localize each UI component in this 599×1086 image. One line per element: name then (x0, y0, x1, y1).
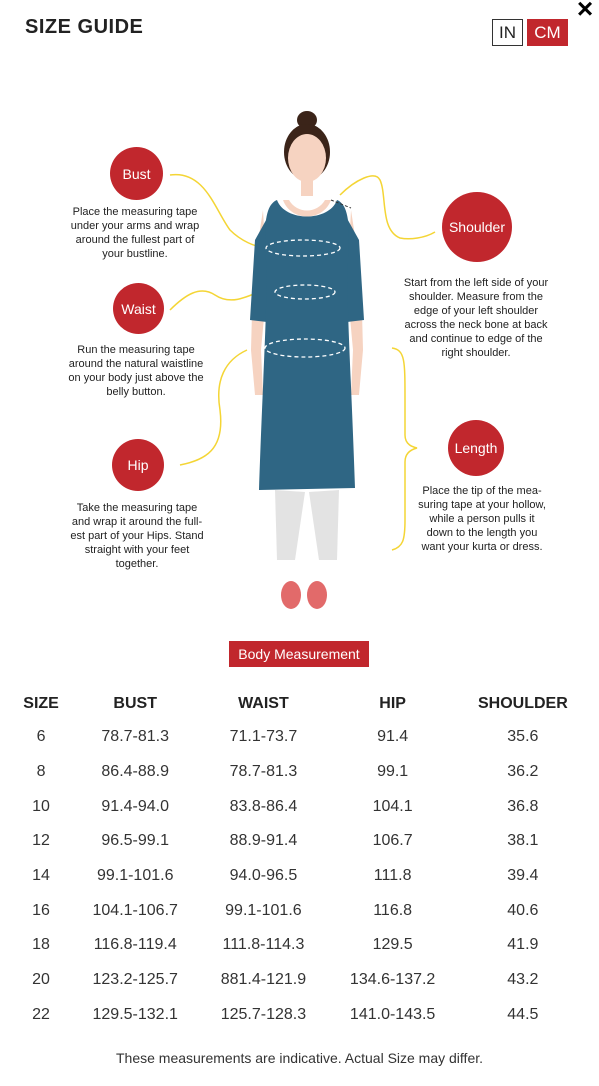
cell-hip: 116.8 (373, 901, 413, 919)
unit-cm-button[interactable]: CM (527, 19, 568, 46)
hip-badge: Hip (112, 439, 164, 491)
cell-bust: 78.7-81.3 (101, 728, 170, 746)
shoulder-description: Start from the left side of your shoulde… (403, 277, 549, 359)
cell-shoulder: 39.4 (507, 867, 539, 885)
table-row: 14 99.1-101.6 94.0-96.5 111.8 39.4 (0, 859, 599, 894)
measurement-illustration: Bust Place the measuring tape under your… (55, 100, 555, 610)
cell-size: 8 (36, 763, 46, 781)
page-title: SIZE GUIDE (25, 16, 144, 38)
cell-shoulder: 36.8 (507, 797, 539, 815)
cell-shoulder: 43.2 (507, 971, 539, 989)
cell-bust: 104.1-106.7 (92, 901, 178, 919)
length-guide-bracket (391, 347, 418, 551)
cell-hip: 111.8 (373, 867, 412, 885)
cell-bust: 123.2-125.7 (92, 971, 178, 989)
cell-waist: 94.0-96.5 (229, 867, 298, 885)
cell-waist: 71.1-73.7 (229, 728, 298, 746)
cell-size: 14 (32, 867, 50, 885)
hip-description: Take the measuring tape and wrap it arou… (70, 502, 204, 570)
cell-hip: 106.7 (372, 832, 413, 850)
cell-bust: 116.8-119.4 (93, 936, 177, 954)
cell-waist: 111.8-114.3 (222, 936, 305, 954)
cell-shoulder: 38.1 (507, 832, 539, 850)
cell-waist: 83.8-86.4 (229, 797, 298, 815)
header-waist: WAIST (238, 695, 289, 712)
cell-hip: 141.0-143.5 (349, 1005, 436, 1023)
cell-hip: 134.6-137.2 (349, 971, 436, 989)
size-table: SIZE BUST WAIST HIP SHOULDER 6 78.7-81.3… (0, 688, 599, 1032)
cell-waist: 881.4-121.9 (220, 971, 307, 989)
header-hip: HIP (379, 695, 406, 712)
cell-size: 12 (32, 832, 50, 850)
woman-figure (169, 111, 436, 609)
cell-waist: 88.9-91.4 (229, 832, 298, 850)
shoulder-badge: Shoulder (442, 192, 512, 262)
cell-shoulder: 36.2 (507, 763, 539, 781)
bust-badge: Bust (110, 147, 163, 200)
cell-size: 6 (36, 728, 46, 746)
cell-shoulder: 35.6 (507, 728, 539, 746)
waist-badge: Waist (113, 283, 164, 334)
table-row: 12 96.5-99.1 88.9-91.4 106.7 38.1 (0, 824, 599, 859)
cell-bust: 129.5-132.1 (92, 1005, 178, 1023)
table-row: 20 123.2-125.7 881.4-121.9 134.6-137.2 4… (0, 963, 599, 998)
table-row: 22 129.5-132.1 125.7-128.3 141.0-143.5 4… (0, 998, 599, 1033)
cell-shoulder: 40.6 (507, 901, 539, 919)
waist-guide-line (169, 289, 264, 311)
shoulder-guide-line (339, 175, 436, 240)
cell-hip: 91.4 (377, 728, 409, 746)
cell-waist: 99.1-101.6 (225, 901, 302, 919)
close-button[interactable]: × (576, 0, 594, 24)
table-row: 16 104.1-106.7 99.1-101.6 116.8 40.6 (0, 893, 599, 928)
cell-bust: 91.4-94.0 (101, 797, 170, 815)
cell-size: 16 (32, 901, 50, 919)
cell-shoulder: 41.9 (507, 936, 539, 954)
unit-in-button[interactable]: IN (492, 19, 523, 46)
cell-bust: 86.4-88.9 (101, 763, 170, 781)
table-row: 18 116.8-119.4 111.8-114.3 129.5 41.9 (0, 928, 599, 963)
bust-description: Place the measuring tape under your arms… (70, 206, 200, 260)
table-row: 10 91.4-94.0 83.8-86.4 104.1 36.8 (0, 789, 599, 824)
cell-size: 10 (32, 797, 50, 815)
cell-hip: 104.1 (372, 797, 413, 815)
cell-waist: 125.7-128.3 (220, 1005, 307, 1023)
header-bust: BUST (113, 695, 157, 712)
header-size: SIZE (23, 695, 59, 712)
waist-description: Run the measuring tape around the natura… (68, 344, 204, 398)
bust-guide-line (169, 173, 271, 249)
body-measurement-badge: Body Measurement (229, 641, 369, 667)
table-header-row: SIZE BUST WAIST HIP SHOULDER (0, 688, 599, 720)
cell-hip: 129.5 (372, 936, 413, 954)
cell-size: 20 (32, 971, 50, 989)
unit-toggle: IN CM (492, 19, 568, 46)
length-badge: Length (448, 420, 504, 476)
disclaimer-note: These measurements are indicative. Actua… (115, 1050, 484, 1066)
cell-bust: 96.5-99.1 (101, 832, 170, 850)
table-row: 6 78.7-81.3 71.1-73.7 91.4 35.6 (0, 720, 599, 755)
cell-hip: 99.1 (377, 763, 409, 781)
header-shoulder: SHOULDER (477, 695, 568, 712)
hip-guide-line (179, 349, 248, 466)
cell-bust: 99.1-101.6 (96, 867, 174, 885)
cell-waist: 78.7-81.3 (229, 763, 298, 781)
table-row: 8 86.4-88.9 78.7-81.3 99.1 36.2 (0, 755, 599, 790)
cell-size: 18 (32, 936, 50, 954)
length-description: Place the tip of the mea-suring tape at … (418, 485, 546, 553)
cell-size: 22 (32, 1005, 50, 1023)
cell-shoulder: 44.5 (507, 1005, 539, 1023)
